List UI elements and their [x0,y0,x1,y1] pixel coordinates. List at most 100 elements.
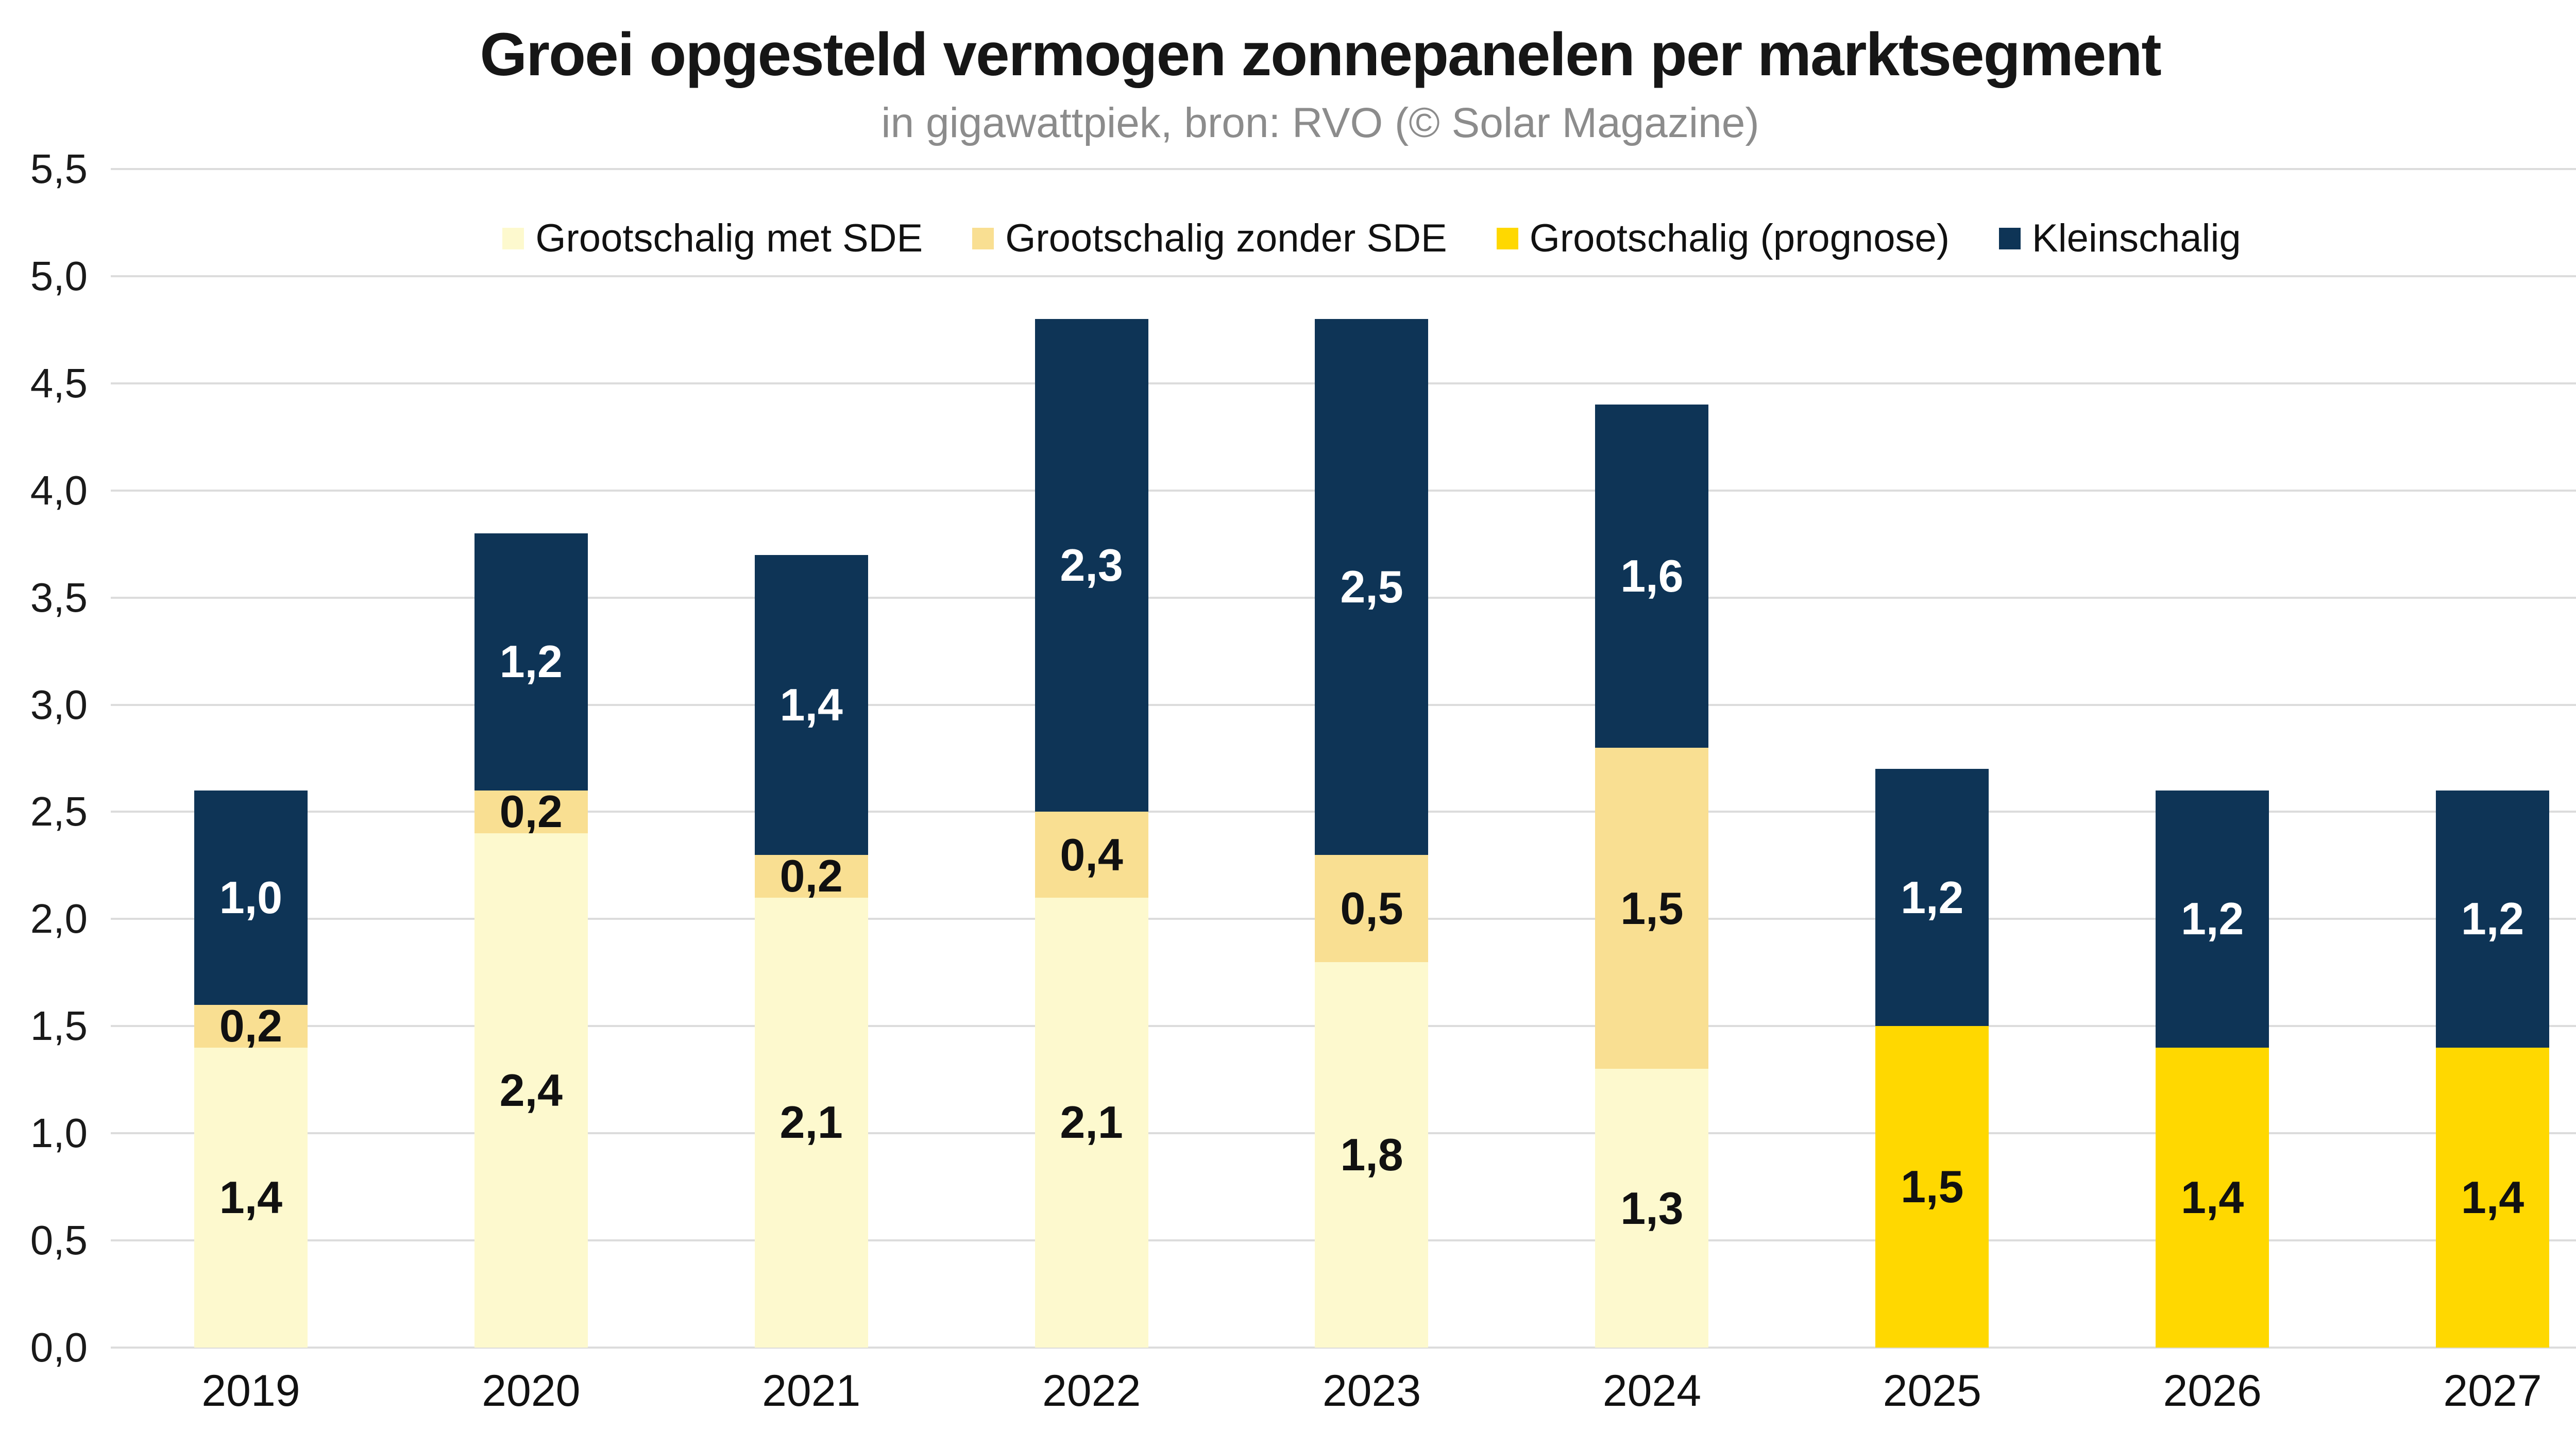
y-axis-tick-label: 2,5 [30,788,88,835]
bar-segment: 0,2 [474,786,588,837]
bar-segment: 1,2 [2436,790,2550,1048]
y-axis-tick-label: 4,5 [30,360,88,406]
y-axis-tick-label: 3,0 [30,681,88,728]
legend-item-label: Grootschalig (prognose) [1529,216,1950,260]
x-axis-tick-label: 2022 [1042,1366,1141,1416]
bar-segment: 1,3 [1595,1069,1709,1348]
y-axis-tick-label: 4,0 [30,467,88,513]
bar-segment-value-label: 1,4 [219,1171,283,1223]
x-axis-tick-label: 2024 [1602,1366,1702,1416]
bar-segment-value-label: 1,2 [2461,893,2524,945]
bar-slot: 2,4 0,2 1,2 [391,169,671,1348]
stacked-bar: 2,1 0,4 2,3 [1035,169,1148,1348]
x-axis: 2019 2020 2021 2022 2023 2024 2025 2026 2027 [111,1367,2576,1439]
bar-segment-value-label: 2,3 [1060,540,1123,591]
x-axis-tick-label: 2021 [762,1366,861,1416]
bar-slot: 2,1 0,2 1,4 [671,169,952,1348]
bar-segment: 2,1 [754,897,868,1348]
bar-segment: 2,5 [1315,319,1429,855]
legend-item: Grootschalig met SDE [502,219,923,258]
bar-segment-value-label: 1,5 [1620,882,1684,934]
bar-segment: 2,3 [1035,319,1148,812]
bar-segment-value-label: 0,4 [1060,829,1123,880]
bar-segment-value-label: 1,6 [1620,550,1684,602]
legend: Grootschalig met SDE Grootschalig zonder … [111,219,2576,258]
bar-segment: 0,5 [1315,854,1429,962]
y-axis-tick-label: 3,5 [30,574,88,620]
legend-swatch-icon [1496,228,1518,249]
chart-subtitle: in gigawattpiek, bron: RVO (© Solar Maga… [881,99,1759,146]
bar-segment: 1,2 [1875,769,1989,1027]
bar-segment-value-label: 1,0 [219,871,283,923]
bar-segment: 1,4 [2436,1047,2550,1348]
gridline [111,1347,2576,1349]
bar-slot: 1,4 1,2 [2072,169,2352,1348]
bar-slot: 1,5 1,2 [1792,169,2072,1348]
x-axis-tick-label: 2020 [482,1366,581,1416]
bar-segment: 1,4 [2156,1047,2269,1348]
bar-segment-value-label: 1,2 [1901,871,1964,923]
legend-item-label: Grootschalig zonder SDE [1005,216,1447,260]
bar-segment-value-label: 0,2 [499,786,563,837]
x-axis-tick-label: 2027 [2443,1366,2542,1416]
stacked-bar: 1,4 1,2 [2436,169,2550,1348]
bar-slot: 1,8 0,5 2,5 [1232,169,1512,1348]
bar-segment: 0,2 [754,850,868,902]
legend-item-label: Kleinschalig [2032,216,2241,260]
x-axis-tick-label: 2025 [1883,1366,1981,1416]
bar-segment: 0,4 [1035,812,1148,898]
bar-segment-value-label: 0,2 [219,1000,283,1052]
legend-swatch-icon [502,228,524,249]
bar-segment-value-label: 2,4 [499,1065,563,1116]
legend-item-label: Grootschalig met SDE [535,216,923,260]
bar-slot: 1,4 0,2 1,0 [111,169,391,1348]
bar-segment: 2,4 [474,833,588,1348]
y-axis-tick-label: 1,5 [30,1003,88,1049]
gridline [111,275,2576,277]
legend-swatch-icon [1999,228,2021,249]
legend-item: Grootschalig zonder SDE [972,219,1447,258]
bar-segment-value-label: 1,2 [2180,893,2244,945]
bar-segment: 1,8 [1315,962,1429,1348]
bar-segment: 1,5 [1875,1026,1989,1348]
y-axis-tick-label: 5,0 [30,253,88,299]
bar-slot: 1,3 1,5 1,6 [1512,169,1792,1348]
chart-title: Groei opgesteld vermogen zonnepanelen pe… [480,21,2161,89]
bar-segment-value-label: 0,2 [779,850,843,902]
bar-segment-value-label: 0,5 [1340,882,1403,934]
y-axis: 0,0 0,5 1,0 1,5 2,0 2,5 3,0 3,5 4,0 4,5 5,0 5,5 [0,148,88,1368]
legend-item: Kleinschalig [1999,219,2241,258]
plot-area: 1,4 0,2 1,0 2,4 0,2 1,2 2,1 0,2 1,4 2,1 0,4 2,3 1,8 0… [111,168,2576,1349]
bar-segment-value-label: 1,5 [1901,1161,1964,1213]
stacked-bar: 1,3 1,5 1,6 [1595,169,1709,1348]
bar-segment: 1,2 [2156,790,2269,1048]
y-axis-tick-label: 2,0 [30,896,88,942]
bar-segment-value-label: 1,8 [1340,1129,1403,1180]
stacked-bar: 1,4 1,2 [2156,169,2269,1348]
stacked-bar: 2,1 0,2 1,4 [754,169,868,1348]
legend-swatch-icon [972,228,994,249]
bar-segment-value-label: 1,2 [499,636,563,687]
y-axis-tick-label: 0,5 [30,1217,88,1264]
x-axis-tick-label: 2023 [1322,1366,1421,1416]
stacked-bar: 1,8 0,5 2,5 [1315,169,1429,1348]
bar-segment: 1,6 [1595,405,1709,748]
bar-segment-value-label: 2,1 [1060,1097,1123,1148]
bar-segment: 2,1 [1035,897,1148,1348]
bar-segment: 1,4 [754,554,868,855]
x-axis-tick-label: 2026 [2163,1366,2262,1416]
bar-segment: 0,2 [194,1000,308,1052]
bar-segment: 1,2 [474,533,588,791]
y-axis-tick-label: 0,0 [30,1324,88,1370]
y-axis-tick-label: 1,0 [30,1110,88,1156]
bar-segment: 1,4 [194,1047,308,1348]
bar-segment-value-label: 1,4 [2461,1171,2524,1223]
stacked-bar: 2,4 0,2 1,2 [474,169,588,1348]
y-axis-tick-label: 5,5 [30,146,88,192]
stacked-bar: 1,4 0,2 1,0 [194,169,308,1348]
bar-segment: 1,5 [1595,747,1709,1069]
legend-item: Grootschalig (prognose) [1496,216,1950,260]
bar-segment-value-label: 1,4 [2180,1171,2244,1223]
bar-segment-value-label: 1,4 [779,679,843,730]
x-axis-tick-label: 2019 [201,1366,300,1416]
